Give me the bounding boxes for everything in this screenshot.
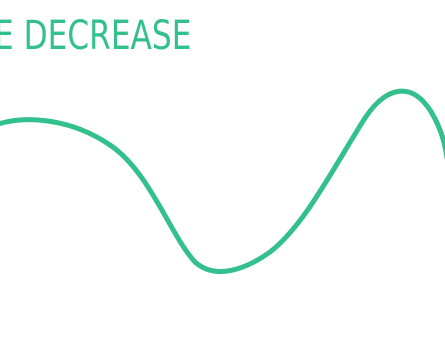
wave-line <box>0 88 445 274</box>
heading-text: E DECREASE <box>0 13 192 59</box>
